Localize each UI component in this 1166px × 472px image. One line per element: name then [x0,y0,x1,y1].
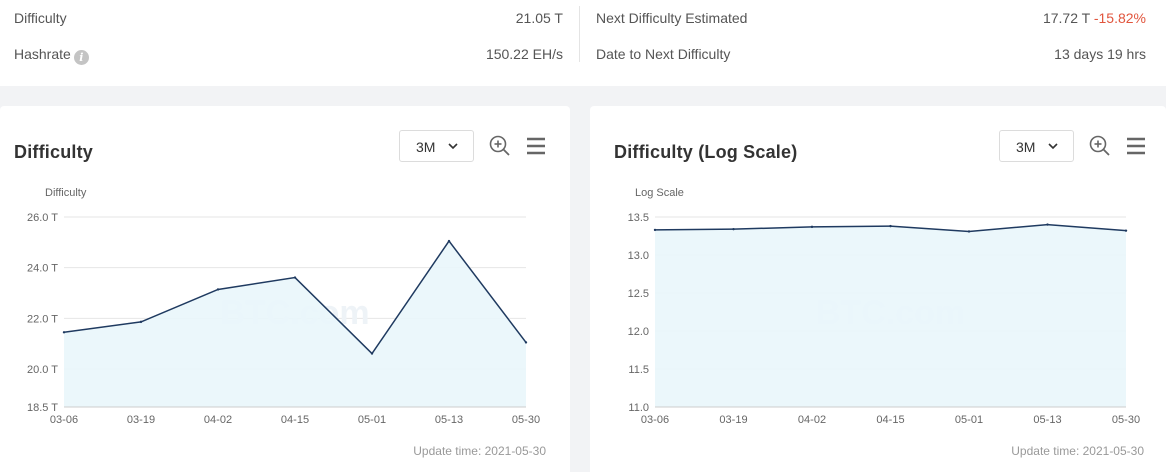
x-tick-label: 05-13 [435,414,463,426]
y-tick-label: 12.5 [628,288,649,300]
y-tick-label: 26.0 T [27,212,58,224]
x-tick-label: 03-06 [641,414,669,426]
x-tick-label: 04-02 [798,414,826,426]
y-axis-title: Difficulty [45,187,87,199]
x-tick-label: 04-15 [281,414,309,426]
network-stats-panel: Difficulty 21.05 T Hashrate i 150.22 EH/s… [0,0,1166,86]
zoom-in-icon[interactable] [1088,134,1112,158]
hashrate-value: 150.22 EH/s [485,46,563,62]
hashrate-label: Hashrate [14,46,71,62]
y-tick-label: 22.0 T [27,313,58,325]
data-point [216,288,220,291]
data-point [370,352,374,355]
x-tick-label: 05-01 [358,414,386,426]
x-tick-label: 03-19 [127,414,155,426]
hashrate-label-group: Hashrate i [14,46,89,65]
date-next-difficulty-label: Date to Next Difficulty [596,46,731,62]
stats-divider [579,6,580,62]
menu-icon[interactable] [524,134,548,158]
data-point [62,331,66,334]
difficulty-value: 21.05 T [515,10,563,26]
data-point [1046,223,1049,226]
difficulty-chart: Difficulty 18.5 T 20.0 T 22.0 T 24.0 T 26.0 T… [27,187,540,426]
data-point [139,320,143,324]
x-tick-label: 03-19 [719,414,747,426]
y-tick-label: 13.5 [628,212,649,224]
y-tick-label: 20.0 T [27,364,58,376]
update-time: Update time: 2021-05-30 [413,444,546,458]
data-point [810,225,814,229]
range-select-value: 3M [416,139,436,155]
range-select-value: 3M [1016,139,1036,155]
next-difficulty-value: 17.72 T [1042,10,1090,26]
x-tick-label: 05-01 [955,414,983,426]
next-difficulty-label: Next Difficulty Estimated [596,10,748,26]
next-difficulty-value-group: 17.72 T -15.82% [1043,10,1146,26]
y-tick-label: 13.0 [628,250,649,262]
data-point [293,276,297,279]
next-difficulty-change: -15.82% [1093,10,1146,26]
x-tick-label: 05-13 [1033,414,1061,426]
x-tick-label: 05-30 [1112,414,1140,426]
x-tick-label: 03-06 [50,414,78,426]
update-time: Update time: 2021-05-30 [1011,444,1144,458]
data-point [967,230,971,233]
y-tick-label: 24.0 T [27,263,58,275]
y-tick-label: 18.5 T [27,402,58,414]
range-select[interactable]: 3M [399,130,474,162]
zoom-in-icon[interactable] [488,134,512,158]
menu-icon[interactable] [1124,134,1148,158]
data-point [889,224,892,228]
chart-title: Difficulty (Log Scale) [614,142,798,162]
data-point [447,239,451,243]
info-icon[interactable]: i [73,50,89,65]
series-area [64,241,526,407]
chevron-down-icon [1048,143,1058,150]
log-difficulty-chart: Log Scale11.011.512.012.513.013.5BTC.com… [628,187,1140,426]
difficulty-chart-card: Difficulty 3M Difficulty 18.5 T 20.0 T 22.0… [0,106,570,472]
range-select[interactable]: 3M [999,130,1074,162]
log-difficulty-chart-card: Difficulty (Log Scale) 3M Log Scale 11.0 1… [590,106,1166,472]
data-point [524,341,528,344]
chart-title: Difficulty [14,142,94,162]
x-tick-label: 05-30 [512,414,540,426]
data-point [732,227,735,231]
difficulty-label: Difficulty [14,10,67,26]
y-tick-label: 11.5 [628,364,649,376]
x-tick-label: 04-15 [876,414,904,426]
y-axis-title: Log Scale [635,187,684,199]
date-next-difficulty-value: 13 days 19 hrs [1054,46,1146,62]
x-tick-label: 04-02 [204,414,232,426]
y-tick-label: 12.0 [628,326,649,338]
chevron-down-icon [448,143,458,150]
data-point [653,228,657,232]
data-point [1124,229,1128,232]
series-area [655,224,1126,407]
y-tick-label: 11.0 [628,402,649,414]
